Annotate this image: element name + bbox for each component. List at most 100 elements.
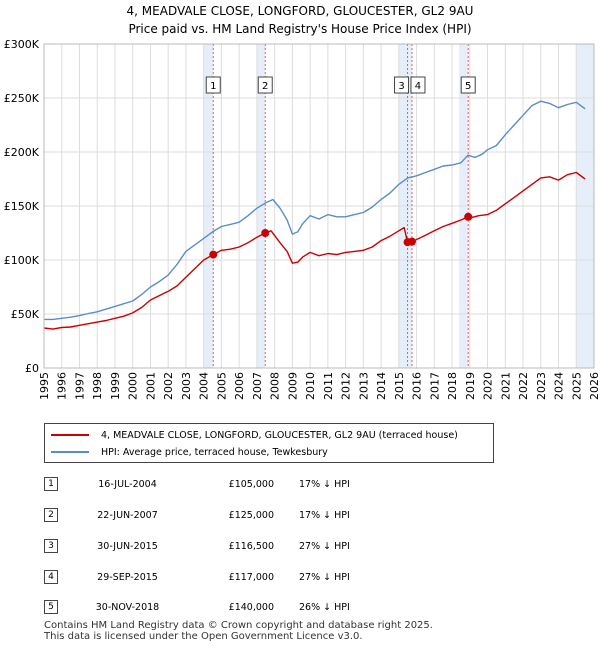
y-tick-label: £250K <box>4 92 40 105</box>
sale-number-box <box>205 76 221 94</box>
x-tick-label: 2018 <box>446 372 459 400</box>
x-tick-label: 2002 <box>162 372 175 400</box>
chart-subtitle: Price paid vs. HM Land Registry's House … <box>128 22 472 36</box>
sale-number-box <box>410 76 426 94</box>
x-tick-label: 2003 <box>180 372 193 400</box>
sale-point <box>261 229 270 237</box>
y-tick-label: £0 <box>25 362 39 375</box>
row-hpi-diff: 17% ↓ HPI <box>299 478 350 490</box>
row-price: £117,000 <box>228 571 274 583</box>
row-date: 29-SEP-2015 <box>97 571 158 583</box>
sale-number-label: 3 <box>398 81 404 92</box>
row-date: 22-JUN-2007 <box>97 509 158 521</box>
legend-item-property: 4, MEADVALE CLOSE, LONGFORD, GLOUCESTER,… <box>51 427 458 443</box>
series-line-property <box>43 171 586 330</box>
legend-label-hpi: HPI: Average price, terraced house, Tewk… <box>101 446 328 458</box>
x-tick-label: 2010 <box>304 372 317 400</box>
y-tick-label: £150K <box>4 200 40 213</box>
x-tick-label: 2021 <box>499 372 512 400</box>
x-tick-label: 2004 <box>198 372 211 400</box>
footer-copyright: Contains HM Land Registry data © Crown c… <box>44 620 433 631</box>
row-date: 30-JUN-2015 <box>97 540 158 552</box>
x-tick-label: 2007 <box>251 372 264 400</box>
row-price: £116,500 <box>228 540 274 552</box>
x-tick-label: 1999 <box>109 372 122 400</box>
grid-layer <box>43 43 595 369</box>
x-tick-label: 2023 <box>535 372 548 400</box>
sale-number-label: 2 <box>262 81 268 92</box>
footer: Contains HM Land Registry data © Crown c… <box>44 620 433 642</box>
x-tick-label: 2009 <box>286 372 299 400</box>
x-tick-label: 2013 <box>357 372 370 400</box>
x-tick-label: 2017 <box>428 372 441 400</box>
x-tick-label: 2020 <box>482 372 495 400</box>
x-tick-label: 2015 <box>393 372 406 400</box>
sale-marker-lines <box>212 44 469 368</box>
row-date: 16-JUL-2004 <box>98 478 157 490</box>
row-number-badge: 3 <box>44 539 58 553</box>
sale-point <box>407 237 416 246</box>
row-price: £125,000 <box>228 509 274 521</box>
legend-swatch-property <box>51 434 89 436</box>
row-hpi-diff: 26% ↓ HPI <box>299 601 350 613</box>
x-tick-label: 2008 <box>269 372 282 400</box>
row-hpi-diff: 27% ↓ HPI <box>299 571 350 583</box>
row-number-badge: 2 <box>44 508 58 522</box>
x-tick-label: 2006 <box>233 372 246 400</box>
y-tick-label: £200K <box>4 146 40 159</box>
row-number-badge: 5 <box>44 600 58 614</box>
row-date: 30-NOV-2018 <box>95 601 160 613</box>
x-tick-label: 2026 <box>588 372 600 400</box>
sale-number-box <box>460 76 476 94</box>
x-tick-label: 2022 <box>517 372 530 400</box>
row-hpi-diff: 27% ↓ HPI <box>299 540 350 552</box>
legend-label-property: 4, MEADVALE CLOSE, LONGFORD, GLOUCESTER,… <box>101 429 458 441</box>
x-tick-label: 2000 <box>127 372 140 400</box>
legend: 4, MEADVALE CLOSE, LONGFORD, GLOUCESTER,… <box>44 423 494 463</box>
chart-title: 4, MEADVALE CLOSE, LONGFORD, GLOUCESTER,… <box>126 4 474 18</box>
sale-point <box>209 250 218 259</box>
x-tick-label: 1998 <box>91 372 104 400</box>
x-tick-label: 2025 <box>570 372 583 400</box>
sale-number-label: 5 <box>465 81 471 92</box>
x-tick-label: 2014 <box>375 372 388 400</box>
sale-number-box <box>394 76 410 94</box>
table-row: 1 16-JUL-2004 £105,000 17% ↓ HPI <box>44 476 464 492</box>
x-tick-label: 1996 <box>56 372 69 400</box>
series-layer <box>43 100 586 330</box>
axis-labels: £0 £50K £100K £150K £200K £250K £300K 1995 1996 1… <box>4 38 600 400</box>
row-price: £140,000 <box>228 601 274 613</box>
sale-number-label: 4 <box>415 81 421 92</box>
x-tick-label: 2001 <box>144 372 157 400</box>
table-row: 5 30-NOV-2018 £140,000 26% ↓ HPI <box>44 599 464 615</box>
row-number-badge: 1 <box>44 477 58 491</box>
legend-item-hpi: HPI: Average price, terraced house, Tewk… <box>51 444 328 460</box>
sale-point <box>464 212 473 221</box>
x-tick-label: 2019 <box>464 372 477 400</box>
legend-swatch-hpi <box>51 451 89 453</box>
row-number-badge: 4 <box>44 570 58 584</box>
x-tick-label: 2024 <box>553 372 566 400</box>
row-hpi-diff: 17% ↓ HPI <box>299 509 350 521</box>
x-tick-label: 2016 <box>411 372 424 400</box>
series-line-hpi <box>44 100 586 321</box>
table-row: 2 22-JUN-2007 £125,000 17% ↓ HPI <box>44 507 464 523</box>
table-row: 4 29-SEP-2015 £117,000 27% ↓ HPI <box>44 569 464 585</box>
x-tick-label: 2012 <box>340 372 353 400</box>
y-tick-label: £300K <box>4 38 40 51</box>
y-tick-label: £50K <box>11 308 40 321</box>
y-tick-label: £100K <box>4 254 40 267</box>
plot-frame <box>43 43 595 369</box>
table-row: 3 30-JUN-2015 £116,500 27% ↓ HPI <box>44 538 464 554</box>
row-price: £105,000 <box>228 478 274 490</box>
x-tick-label: 2005 <box>215 372 228 400</box>
chart-title-block: 4, MEADVALE CLOSE, LONGFORD, GLOUCESTER,… <box>0 2 600 38</box>
x-tick-label: 1997 <box>73 372 86 400</box>
sale-points-layer <box>209 212 473 259</box>
sale-number-box <box>257 76 273 94</box>
x-tick-label: 2011 <box>322 372 335 400</box>
sale-number-label: 1 <box>210 81 216 92</box>
x-tick-label: 1995 <box>38 372 51 400</box>
